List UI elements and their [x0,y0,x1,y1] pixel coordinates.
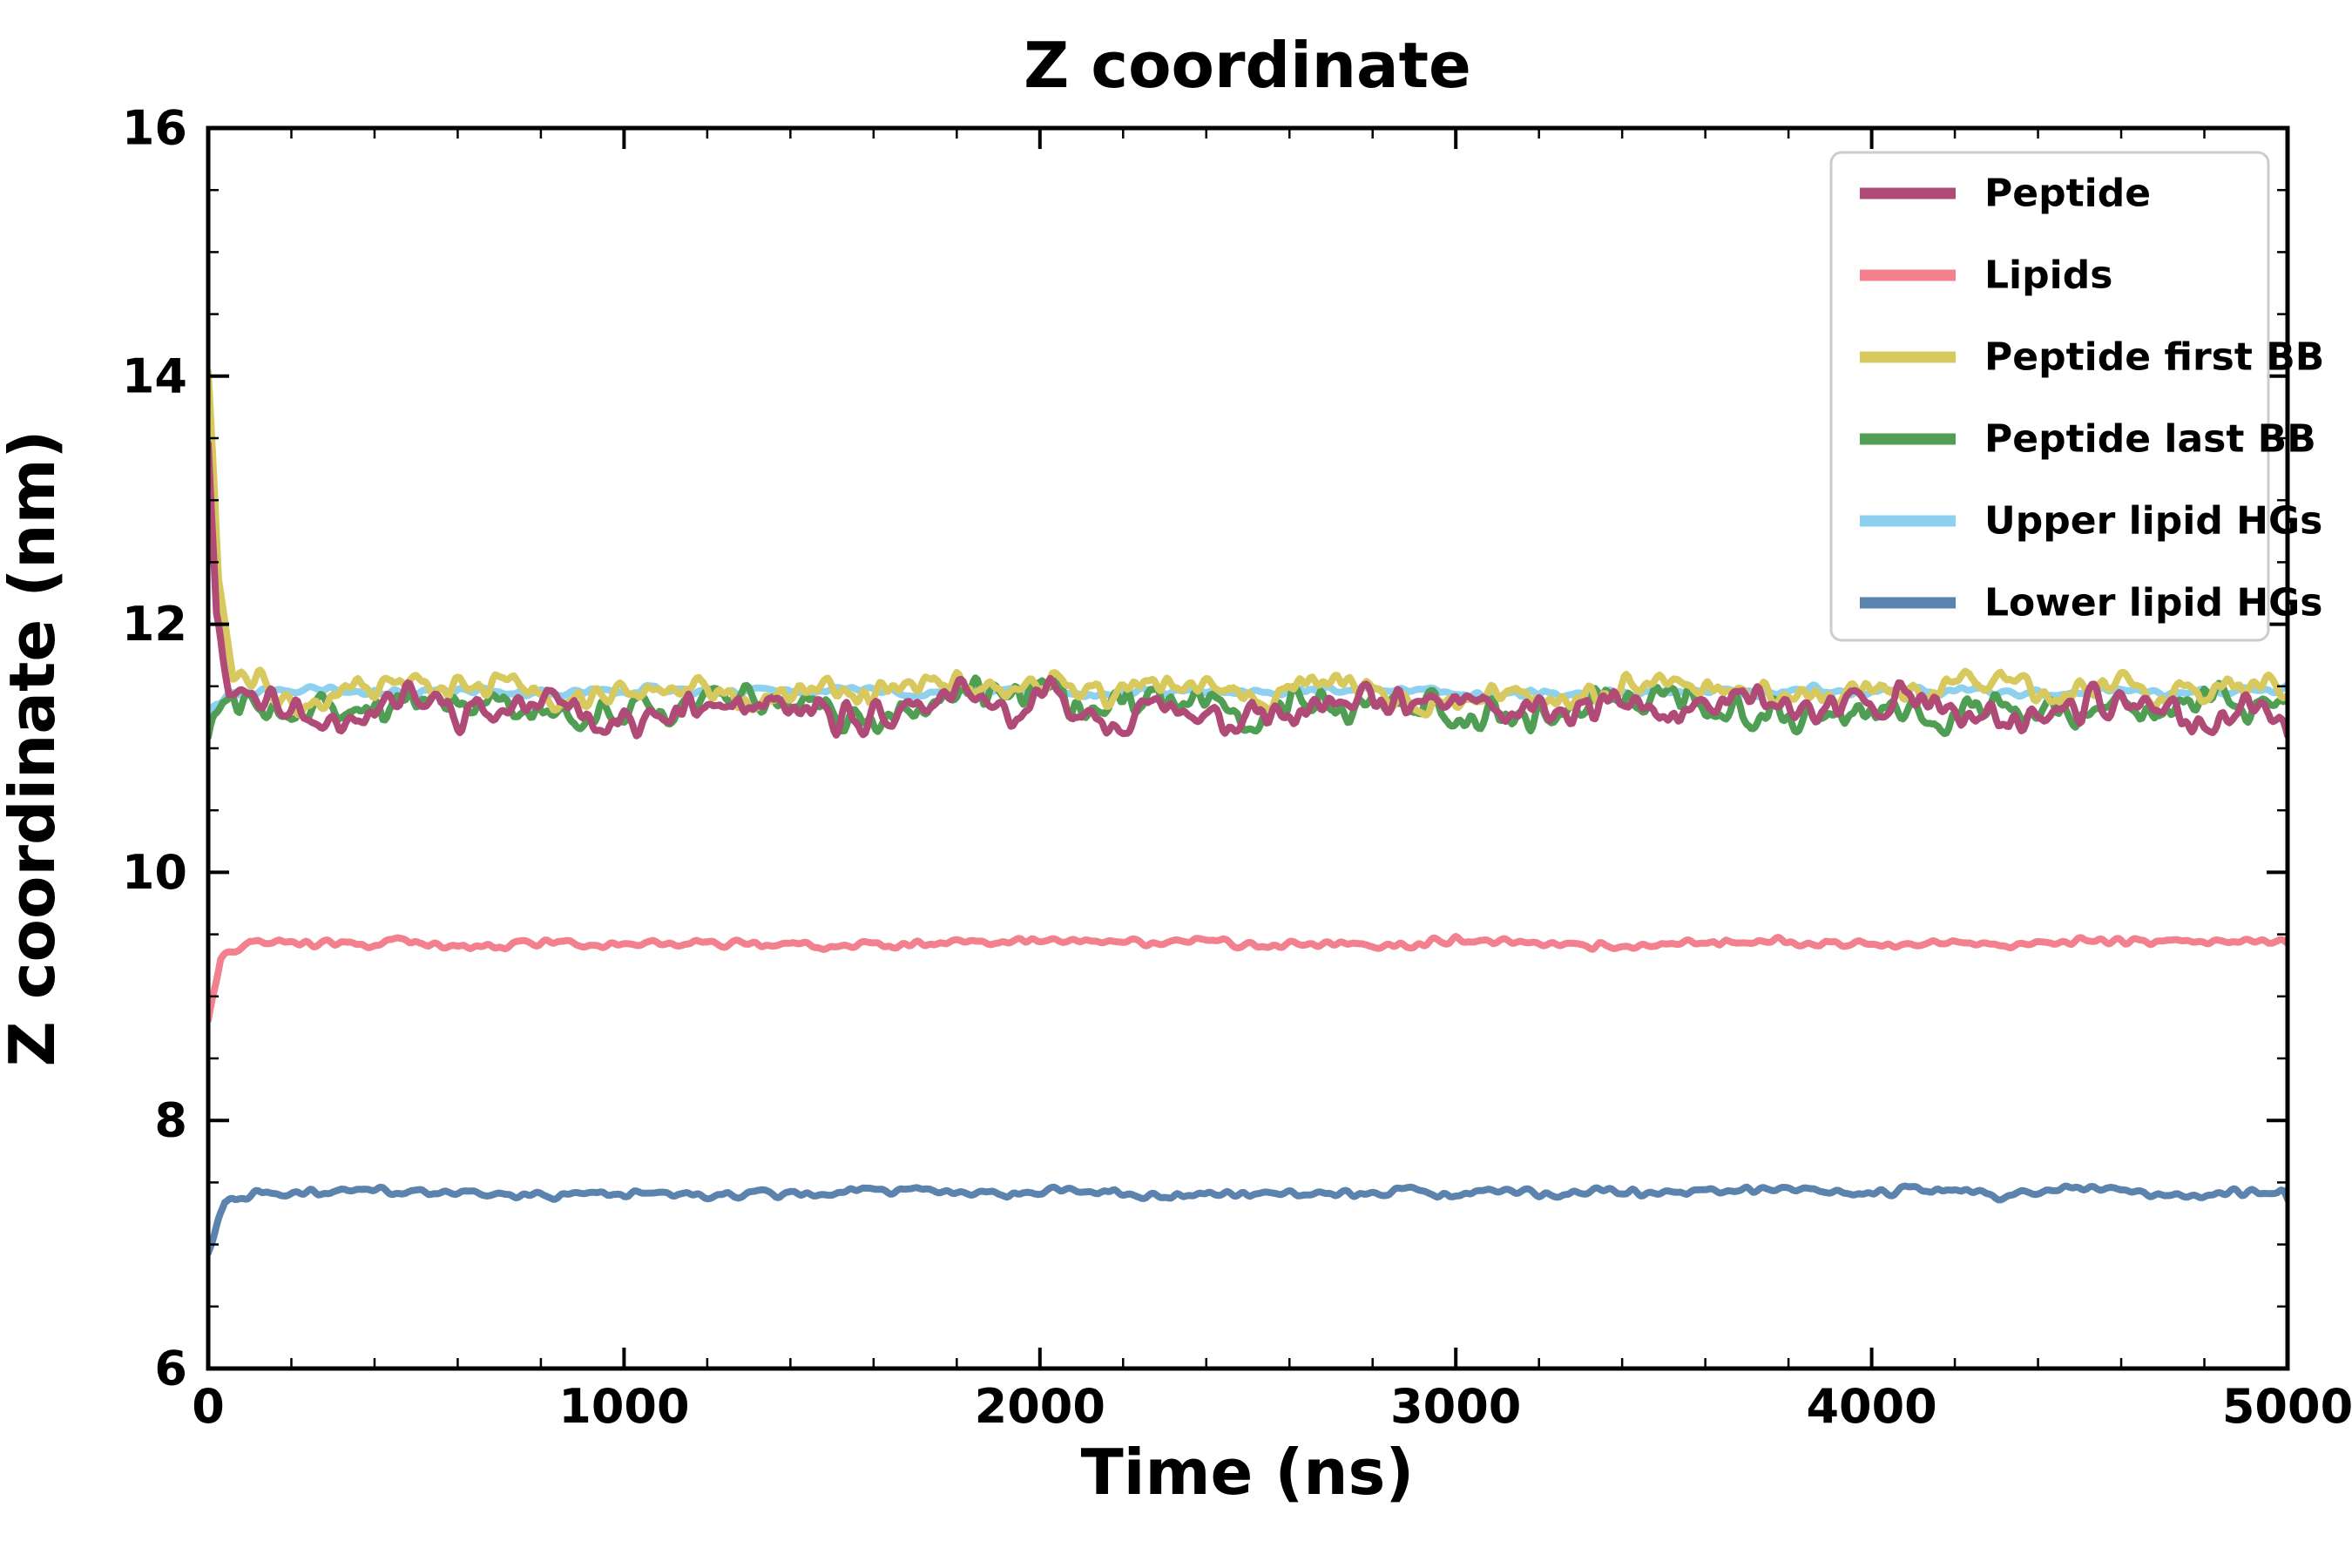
legend-item-lipids: Lipids [1860,253,2112,298]
y-tick-label: 14 [122,348,187,403]
legend: Peptide Lipids Peptide first BB Peptide las… [1829,151,2324,642]
legend-item-peptide-last-bb: Peptide last BB [1860,417,2316,462]
series-line-lower-lipid-hgs [208,1182,2288,1257]
y-tick-label: 6 [154,1342,187,1396]
legend-item-peptide-first-bb: Peptide first BB [1860,335,2324,380]
x-tick-label: 2000 [975,1379,1105,1434]
legend-label-peptide: Peptide [1984,172,2151,216]
legend-box [1829,151,2270,642]
y-tick-label: 8 [154,1093,187,1148]
y-tick-label: 12 [122,597,187,652]
legend-label-lower-lipid-hgs: Lower lipid HGs [1984,581,2322,625]
series-line-peptide-last-bb [208,674,2288,741]
x-tick-label: 0 [192,1379,225,1434]
tick-marks [206,126,2289,1370]
legend-item-peptide: Peptide [1860,172,2151,216]
legend-item-lower-lipid-hgs: Lower lipid HGs [1860,581,2322,625]
x-tick-label: 5000 [2222,1379,2352,1434]
axes: 0 1000 2000 3000 4000 5000 6 8 10 12 14 16 [122,101,2352,1435]
series-line-peptide [208,440,2288,740]
y-tick-label: 16 [122,101,187,156]
y-axis-label: Z coordinate (nm) [0,430,69,1067]
legend-label-upper-lipid-hgs: Upper lipid HGs [1984,499,2322,544]
series-line-peptide-first-bb [208,368,2288,719]
legend-label-peptide-first-bb: Peptide first BB [1984,335,2324,380]
legend-item-upper-lipid-hgs: Upper lipid HGs [1860,499,2322,544]
plot-title: Z coordinate [1024,29,1471,102]
x-tick-label: 3000 [1390,1379,1521,1434]
x-axis-label: Time (ns) [1081,1436,1415,1509]
x-tick-label: 1000 [558,1379,689,1434]
legend-label-peptide-last-bb: Peptide last BB [1984,417,2316,462]
y-tick-label: 10 [122,845,187,900]
legend-label-lipids: Lipids [1984,253,2112,298]
x-tick-label: 4000 [1806,1379,1936,1434]
series-lines [208,368,2288,1257]
series-line-lipids [208,933,2288,1024]
